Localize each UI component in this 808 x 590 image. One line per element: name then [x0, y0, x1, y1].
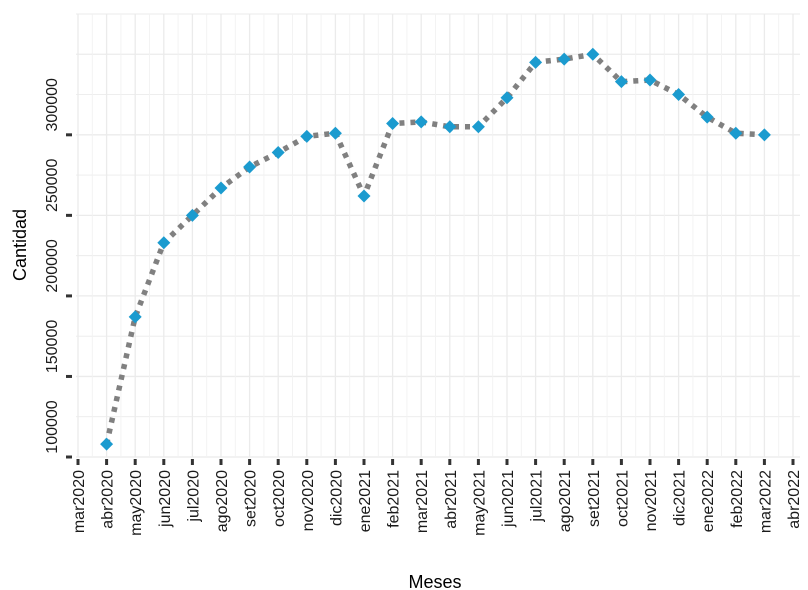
- data-point: [614, 75, 628, 89]
- y-tick-label: 250000: [44, 159, 61, 212]
- data-point: [471, 120, 485, 134]
- x-tick-label: jun2021: [500, 470, 517, 528]
- y-tick-label: 200000: [44, 239, 61, 292]
- axes: [66, 133, 795, 465]
- x-tick-label: abr2021: [443, 470, 460, 529]
- x-tick-label: ago2021: [557, 470, 574, 532]
- x-tick-label: jul2020: [185, 470, 202, 523]
- x-tick-label: dic2020: [328, 470, 345, 526]
- data-point: [672, 88, 686, 102]
- x-tick-label: dic2021: [672, 470, 689, 526]
- x-tick-label: ene2021: [357, 470, 374, 532]
- x-tick-label: nov2020: [300, 470, 317, 531]
- x-tick-label: mar2021: [414, 470, 431, 533]
- y-tick-label: 300000: [44, 78, 61, 131]
- x-tick-label: set2020: [243, 470, 260, 527]
- data-point: [443, 120, 457, 134]
- data-point: [500, 91, 514, 105]
- x-tick-label: mar2020: [71, 470, 88, 533]
- x-tick-label: oct2021: [614, 470, 631, 527]
- data-point: [529, 55, 543, 69]
- x-tick-label: abr2022: [786, 470, 803, 529]
- data-point: [557, 52, 571, 66]
- x-tick-label: feb2022: [729, 470, 746, 528]
- data-point: [729, 126, 743, 140]
- data-point: [386, 117, 400, 131]
- x-tick-label: ago2020: [214, 470, 231, 532]
- data-point: [185, 208, 199, 222]
- x-tick-label: oct2020: [271, 470, 288, 527]
- data-point: [328, 126, 342, 140]
- x-tick-label: mar2022: [757, 470, 774, 533]
- y-tick-label: 100000: [44, 400, 61, 453]
- x-tick-label: set2021: [586, 470, 603, 527]
- x-axis-title: Meses: [408, 572, 461, 590]
- series-layer: [100, 47, 771, 451]
- x-tick-label: jul2021: [529, 470, 546, 523]
- data-point: [214, 181, 228, 195]
- data-point: [643, 73, 657, 87]
- x-tick-labels: mar2020 abr2020 may2020 jun2020 jul2020 ago20…: [71, 470, 803, 536]
- data-point: [700, 110, 714, 124]
- data-point: [243, 160, 257, 174]
- series-line: [103, 51, 765, 445]
- y-tick-labels: 100000 150000 200000 250000 300000: [44, 78, 61, 454]
- data-point: [128, 310, 142, 324]
- y-axis-title: Cantidad: [10, 209, 30, 281]
- data-point: [157, 236, 171, 250]
- x-tick-label: ene2022: [700, 470, 717, 532]
- x-tick-label: nov2021: [643, 470, 660, 531]
- y-tick-label: 150000: [44, 320, 61, 373]
- data-point: [271, 146, 285, 160]
- data-point: [357, 189, 371, 203]
- data-point: [586, 47, 600, 61]
- grid: [76, 13, 800, 458]
- x-tick-label: abr2020: [100, 470, 117, 529]
- x-tick-label: jun2020: [157, 470, 174, 528]
- x-tick-label: may2020: [128, 470, 145, 536]
- data-point: [757, 128, 771, 142]
- x-tick-label: may2021: [471, 470, 488, 536]
- data-point: [414, 115, 428, 129]
- data-point: [300, 129, 314, 143]
- data-point: [100, 437, 114, 451]
- x-tick-label: feb2021: [386, 470, 403, 528]
